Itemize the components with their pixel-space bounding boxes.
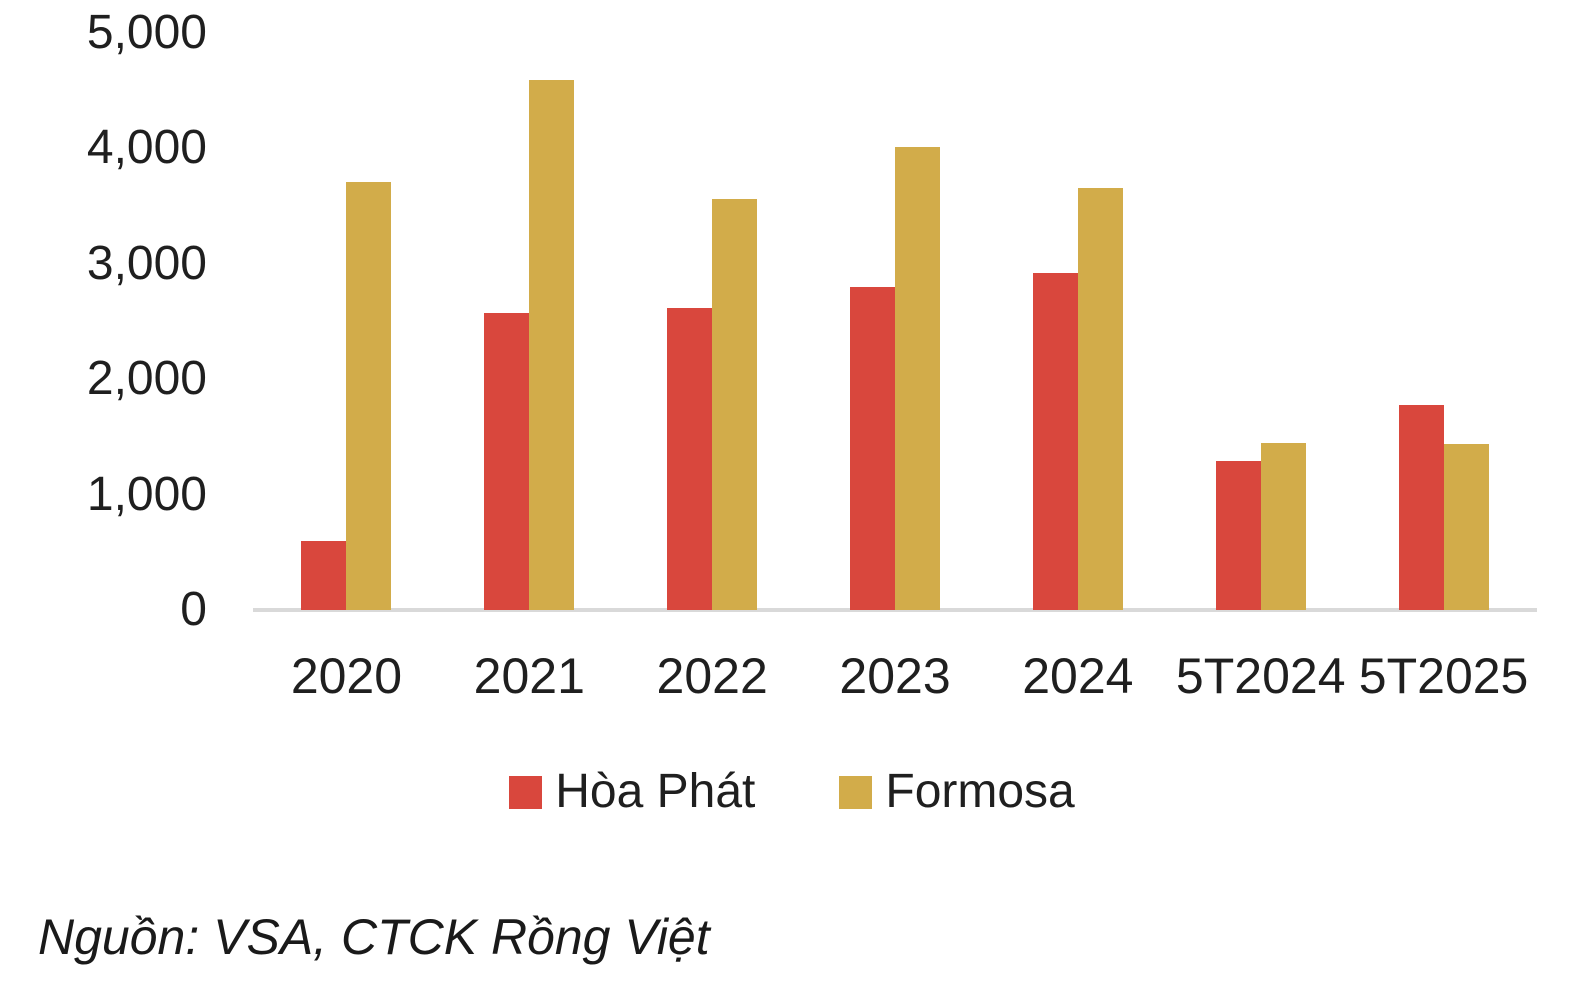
formosa-bar bbox=[895, 147, 940, 610]
formosa-bar bbox=[529, 80, 575, 610]
bar-group-5t2024 bbox=[1169, 33, 1352, 610]
x-tick-label: 5T2025 bbox=[1358, 648, 1529, 704]
formosa-swatch-icon bbox=[839, 775, 873, 809]
plot-area bbox=[255, 33, 1535, 610]
legend-entry-hoa-phat: Hòa Phát bbox=[509, 768, 755, 816]
hoa-phat-bar bbox=[850, 286, 895, 610]
y-tick-label: 1,000 bbox=[86, 467, 207, 521]
source-note: Nguồn: VSA, CTCK Rồng Việt bbox=[38, 909, 710, 965]
hoa-phat-bar bbox=[1398, 404, 1444, 610]
y-tick-label: 2,000 bbox=[86, 352, 207, 406]
x-tick-label: 2024 bbox=[1022, 648, 1134, 704]
bar-group-2020 bbox=[255, 33, 438, 610]
formosa-bar bbox=[1260, 442, 1306, 610]
y-tick-label: 0 bbox=[180, 583, 207, 636]
bar-group-5t2025 bbox=[1352, 33, 1535, 610]
legend-entry-formosa: Formosa bbox=[839, 765, 1075, 818]
legend: Hòa Phát Formosa bbox=[0, 768, 1584, 816]
y-axis: 0 1,000 2,000 3,000 4,000 5,000 bbox=[0, 0, 207, 700]
x-tick-label: 5T2024 bbox=[1175, 648, 1346, 704]
bar-group-2023 bbox=[804, 33, 987, 610]
x-axis-line bbox=[253, 608, 1537, 612]
x-tick-label: 2021 bbox=[473, 648, 585, 704]
x-tick-label: 2023 bbox=[839, 648, 951, 704]
legend-label-formosa: Formosa bbox=[885, 765, 1075, 818]
hoa-phat-bar bbox=[301, 540, 347, 610]
hoa-phat-bar bbox=[1215, 461, 1261, 610]
x-tick-label: 2022 bbox=[656, 648, 768, 704]
y-tick-label: 5,000 bbox=[86, 6, 207, 59]
bar-group-2024 bbox=[986, 33, 1169, 610]
x-axis: 2020 2021 2022 2023 2024 5T2024 5T2025 bbox=[255, 648, 1535, 704]
formosa-bar bbox=[346, 181, 392, 610]
formosa-bar bbox=[712, 199, 758, 610]
formosa-bar bbox=[1443, 443, 1489, 610]
legend-label-hoa-phat: Hòa Phát bbox=[555, 765, 756, 818]
formosa-bar bbox=[1077, 187, 1123, 610]
y-tick-label: 3,000 bbox=[86, 236, 207, 290]
bar-group-2021 bbox=[438, 33, 621, 610]
hoa-phat-bar bbox=[667, 307, 713, 610]
y-tick-label: 4,000 bbox=[86, 121, 207, 175]
x-tick-label: 2020 bbox=[290, 648, 403, 704]
bar-group-2022 bbox=[621, 33, 804, 610]
hoa-phat-bar bbox=[484, 313, 530, 610]
hoa-phat-bar bbox=[1032, 273, 1078, 610]
hoa-phat-swatch-icon bbox=[509, 775, 543, 809]
